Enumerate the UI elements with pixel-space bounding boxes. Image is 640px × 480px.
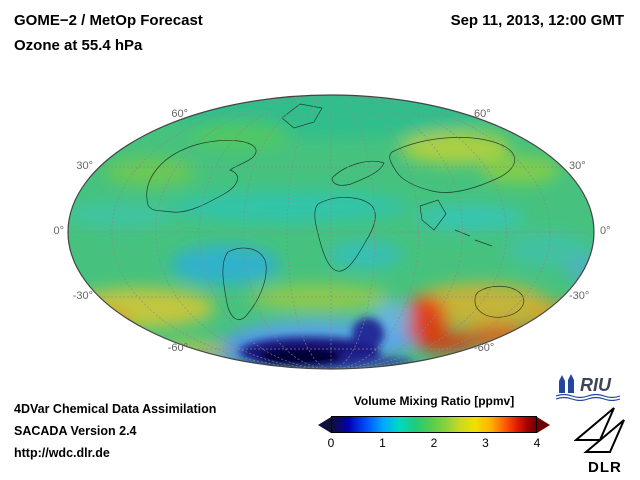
colorbar-ticks: 0 1 2 3 4 (327, 436, 541, 452)
version-label: SACADA Version 2.4 (14, 424, 137, 438)
riu-wave-icon (556, 394, 621, 401)
lat-label-right-0: 0° (600, 225, 611, 237)
dlr-logo: DLR (573, 406, 634, 476)
lat-label-left-60s: -60° (167, 342, 188, 354)
colorbar: Volume Mixing Ratio [ppmv] 0 1 2 3 4 (318, 394, 550, 452)
lat-label-right-60n: 60° (474, 108, 491, 120)
colorbar-right-arrow (537, 416, 550, 433)
colorbar-tick-2: 2 (430, 436, 438, 450)
dlr-wings-icon (573, 407, 625, 453)
colorbar-left-arrow (318, 416, 331, 433)
lat-label-right-30n: 30° (569, 160, 586, 172)
website-url: http://wdc.dlr.de (14, 446, 110, 460)
riu-logo-text: RIU (580, 375, 611, 395)
colorbar-tick-3: 3 (482, 436, 489, 450)
lat-label-right-30s: -30° (569, 290, 590, 302)
globe-outline (67, 94, 595, 370)
lat-label-left-30s: -30° (72, 290, 93, 302)
lat-label-right-60s: -60° (474, 342, 495, 354)
colorbar-title: Volume Mixing Ratio [ppmv] (353, 394, 515, 408)
continent-outlines (146, 103, 525, 320)
lat-label-left-30n: 30° (76, 160, 93, 172)
page-title: GOME−2 / MetOp Forecast (14, 12, 203, 29)
datetime-label: Sep 11, 2013, 12:00 GMT (450, 12, 624, 29)
page-subtitle: Ozone at 55.4 hPa (14, 37, 143, 54)
colorbar-tick-1: 1 (379, 436, 386, 450)
lat-label-left-0: 0° (53, 225, 64, 237)
colorbar-gradient (331, 416, 537, 433)
colorbar-tick-4: 4 (533, 436, 541, 450)
riu-logo: RIU (556, 372, 622, 401)
assimilation-label: 4DVar Chemical Data Assimilation (14, 402, 217, 416)
lat-label-left-60n: 60° (171, 108, 188, 120)
dlr-logo-text: DLR (588, 459, 622, 476)
colorbar-tick-0: 0 (327, 436, 335, 450)
riu-cathedral-icon (559, 374, 574, 393)
